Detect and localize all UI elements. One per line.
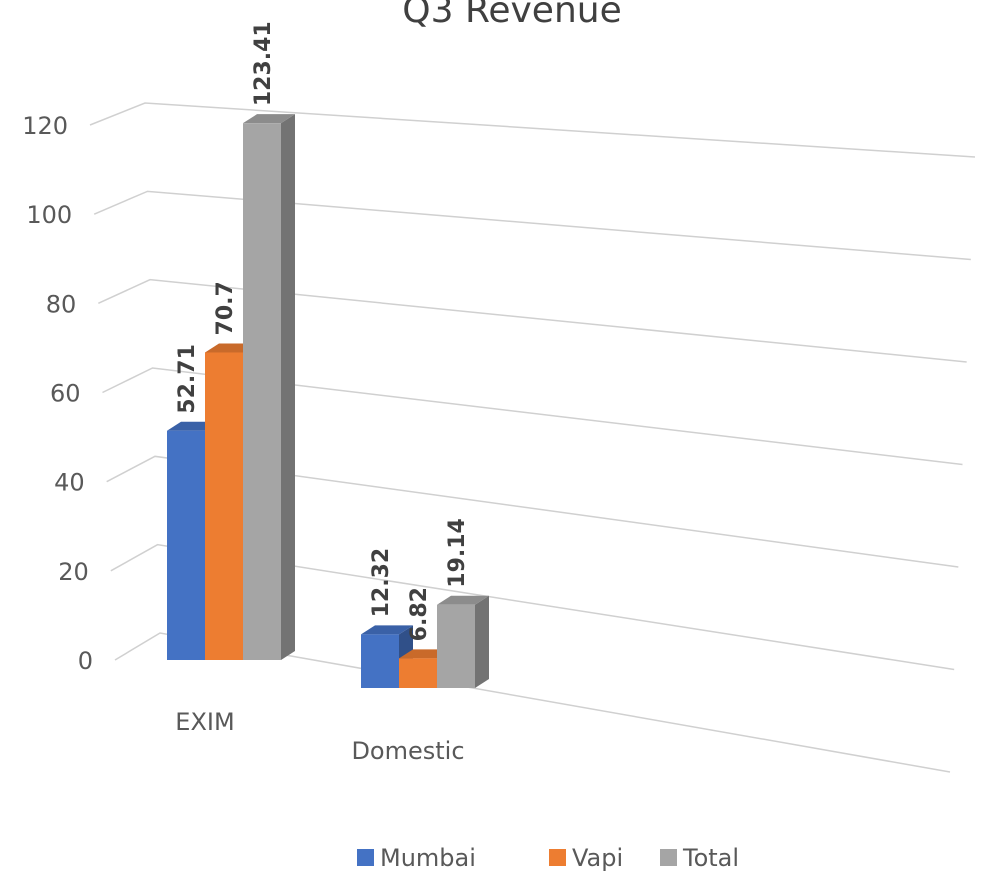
bar bbox=[167, 430, 205, 660]
bar bbox=[437, 604, 475, 688]
grid-line bbox=[93, 190, 971, 261]
grid-line bbox=[110, 543, 955, 671]
grid-line bbox=[89, 102, 976, 158]
value-label: 70.7 bbox=[213, 281, 238, 335]
y-tick-label: 120 bbox=[22, 112, 68, 140]
grid-line bbox=[98, 278, 967, 363]
legend-label: Vapi bbox=[572, 844, 623, 872]
bar-side bbox=[475, 595, 489, 688]
value-label: 6.82 bbox=[407, 587, 432, 641]
bar-top bbox=[243, 114, 295, 124]
bar-top bbox=[361, 625, 413, 635]
value-label: 123.41 bbox=[251, 21, 276, 106]
value-label: 19.14 bbox=[445, 518, 470, 588]
y-tick-label: 60 bbox=[50, 380, 81, 408]
chart-title: Q3 Revenue bbox=[402, 0, 621, 31]
grid-line bbox=[102, 367, 963, 466]
bar bbox=[243, 123, 281, 660]
bar bbox=[205, 352, 243, 660]
bar bbox=[361, 634, 399, 688]
y-tick-label: 80 bbox=[46, 290, 77, 318]
y-tick-label: 0 bbox=[78, 647, 93, 675]
grid-line bbox=[106, 455, 959, 568]
legend-swatch bbox=[549, 849, 566, 866]
bar-top bbox=[437, 595, 489, 605]
x-tick-label: EXIM bbox=[175, 708, 234, 736]
legend-swatch bbox=[357, 849, 374, 866]
legend-label: Total bbox=[682, 844, 739, 872]
y-tick-label: 20 bbox=[58, 558, 89, 586]
bar bbox=[399, 658, 437, 688]
y-tick-label: 100 bbox=[26, 201, 72, 229]
grid-line bbox=[114, 632, 951, 773]
bar-side bbox=[281, 114, 295, 660]
x-tick-label: Domestic bbox=[351, 737, 464, 765]
legend-label: Mumbai bbox=[380, 844, 476, 872]
value-label: 52.71 bbox=[175, 344, 200, 414]
legend-swatch bbox=[660, 849, 677, 866]
value-label: 12.32 bbox=[369, 548, 394, 618]
y-tick-label: 40 bbox=[54, 469, 85, 497]
